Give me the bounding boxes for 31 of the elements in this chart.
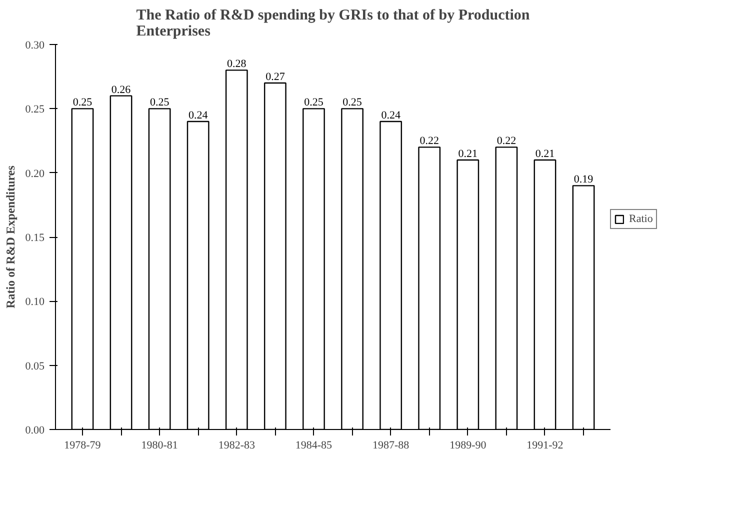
data-label: 0.24: [381, 110, 401, 122]
y-tick-label: 0.00: [25, 424, 45, 436]
x-tick-label: 1987-88: [372, 440, 410, 452]
y-tick-label: 0.05: [25, 360, 45, 372]
data-label: 0.25: [72, 96, 93, 109]
legend-label: Ratio: [629, 213, 653, 225]
data-label: 0.25: [304, 96, 324, 109]
data-label: 0.22: [496, 135, 516, 148]
x-tick-label: 1984-85: [295, 440, 333, 452]
data-label: 0.25: [150, 96, 170, 109]
data-label: 0.28: [227, 58, 247, 70]
y-tick-label: 0.10: [25, 296, 45, 308]
data-label: 0.21: [458, 148, 478, 160]
y-tick-label: 0.20: [25, 168, 45, 180]
y-tick-label: 0.30: [25, 40, 45, 52]
data-label: 0.19: [574, 174, 594, 186]
data-label: 0.25: [342, 96, 362, 109]
data-label: 0.27: [266, 71, 286, 83]
x-tick-label: 1982-83: [218, 440, 256, 452]
y-tick-label: 0.25: [25, 104, 45, 116]
x-tick-label: 1978-79: [64, 440, 102, 452]
data-label: 0.26: [111, 84, 132, 96]
y-axis-title: Ratio of R&D Expenditures: [3, 165, 18, 308]
x-tick-label: 1989-90: [450, 440, 487, 452]
x-tick-label: 1991-92: [526, 440, 564, 452]
data-label: 0.24: [188, 110, 208, 122]
data-label: 0.21: [535, 148, 555, 160]
y-tick-label: 0.15: [25, 232, 45, 244]
chart-title: The Ratio of R&D spending by GRIs to that of by Production Enterprises: [136, 8, 530, 40]
x-tick-label: 1980-81: [141, 440, 178, 452]
data-label: 0.22: [420, 135, 439, 148]
